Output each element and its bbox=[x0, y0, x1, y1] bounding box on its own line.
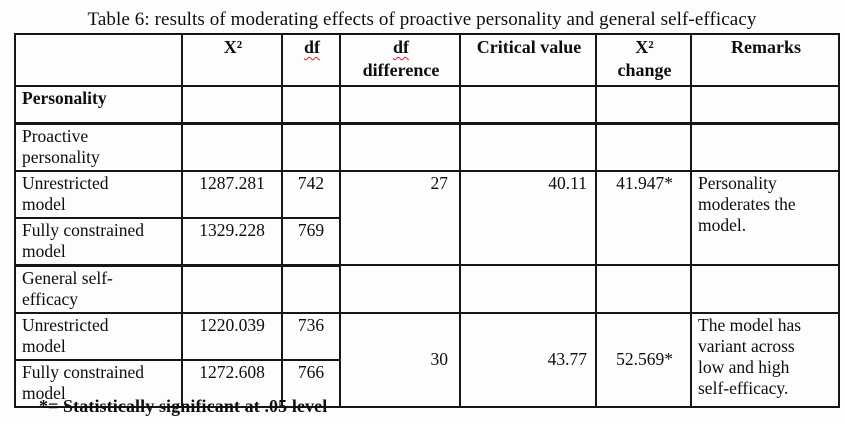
cell-label: Unrestricted model bbox=[14, 169, 183, 219]
header-df-label: df bbox=[303, 37, 320, 57]
empty-cell bbox=[459, 122, 597, 172]
cell-chi-square: 1287.281 bbox=[181, 169, 283, 219]
cell-df-difference: 30 bbox=[339, 311, 461, 408]
header-df: df bbox=[281, 33, 341, 87]
header-critical-value: Critical value bbox=[459, 33, 597, 87]
empty-cell bbox=[181, 264, 283, 314]
cell-label: Fully constrained model bbox=[14, 216, 183, 267]
cell-label: Unrestricted model bbox=[14, 311, 183, 361]
empty-cell bbox=[690, 85, 840, 125]
cell-chi-square-change: 41.947* bbox=[595, 169, 692, 266]
header-df-difference-line1: df bbox=[392, 37, 409, 57]
cell-chi-square: 1220.039 bbox=[181, 311, 283, 361]
results-table: X² df df difference Critical value X² cha… bbox=[14, 33, 840, 408]
empty-cell bbox=[595, 85, 692, 125]
empty-cell bbox=[281, 264, 341, 314]
section-row-personality: Personality bbox=[14, 85, 840, 125]
row-pp-unrestricted: Unrestricted model 1287.281 742 27 40.11… bbox=[14, 169, 840, 266]
cell-df: 736 bbox=[281, 311, 341, 361]
row-gse-unrestricted: Unrestricted model 1220.039 736 30 43.77… bbox=[14, 311, 840, 408]
row-gse-constrained: Fully constrained model 1272.608 766 bbox=[14, 358, 839, 408]
cell-section-label: Personality bbox=[14, 85, 183, 125]
empty-cell bbox=[459, 85, 597, 125]
cell-remarks: The model has variant across low and hig… bbox=[690, 311, 840, 408]
empty-cell bbox=[595, 264, 692, 314]
header-df-difference-line2: difference bbox=[362, 60, 440, 80]
empty-cell bbox=[181, 85, 283, 125]
section-row-general-self-efficacy: General self- efficacy bbox=[14, 264, 840, 314]
cell-df: 742 bbox=[281, 169, 341, 219]
header-df-difference: df difference bbox=[339, 33, 461, 87]
empty-cell bbox=[595, 122, 692, 172]
empty-cell bbox=[690, 264, 840, 314]
empty-cell bbox=[459, 264, 597, 314]
header-remarks: Remarks bbox=[690, 33, 840, 87]
empty-cell bbox=[339, 85, 461, 125]
significance-footnote: *= Statistically significant at .05 leve… bbox=[39, 396, 328, 416]
row-proactive-personality: Proactive personality bbox=[14, 122, 840, 172]
cell-df: 769 bbox=[281, 216, 341, 267]
cell-section-label: General self- efficacy bbox=[14, 264, 183, 314]
cell-chi-square: 1272.608 bbox=[181, 358, 283, 408]
cell-df: 766 bbox=[281, 358, 341, 408]
empty-cell bbox=[690, 122, 840, 172]
cell-label: Proactive personality bbox=[14, 122, 183, 172]
empty-cell bbox=[281, 85, 341, 125]
cell-label: Fully constrained model bbox=[14, 358, 183, 408]
table-caption: Table 6: results of moderating effects o… bbox=[87, 9, 757, 30]
empty-cell bbox=[339, 264, 461, 314]
cell-critical-value: 43.77 bbox=[459, 311, 597, 408]
cell-df-difference: 27 bbox=[339, 169, 461, 266]
cell-remarks: Personality moderates the model. bbox=[690, 169, 840, 266]
header-row: X² df df difference Critical value X² cha… bbox=[14, 33, 840, 87]
header-empty bbox=[14, 33, 183, 87]
empty-cell bbox=[281, 122, 341, 172]
empty-cell bbox=[181, 122, 283, 172]
row-pp-constrained: Fully constrained model 1329.228 769 bbox=[14, 216, 839, 267]
header-chi-square-change: X² change bbox=[595, 33, 692, 87]
empty-cell bbox=[339, 122, 461, 172]
header-chi-square: X² bbox=[181, 33, 283, 87]
cell-chi-square-change: 52.569* bbox=[595, 311, 692, 408]
cell-chi-square: 1329.228 bbox=[181, 216, 283, 267]
cell-critical-value: 40.11 bbox=[459, 169, 597, 266]
